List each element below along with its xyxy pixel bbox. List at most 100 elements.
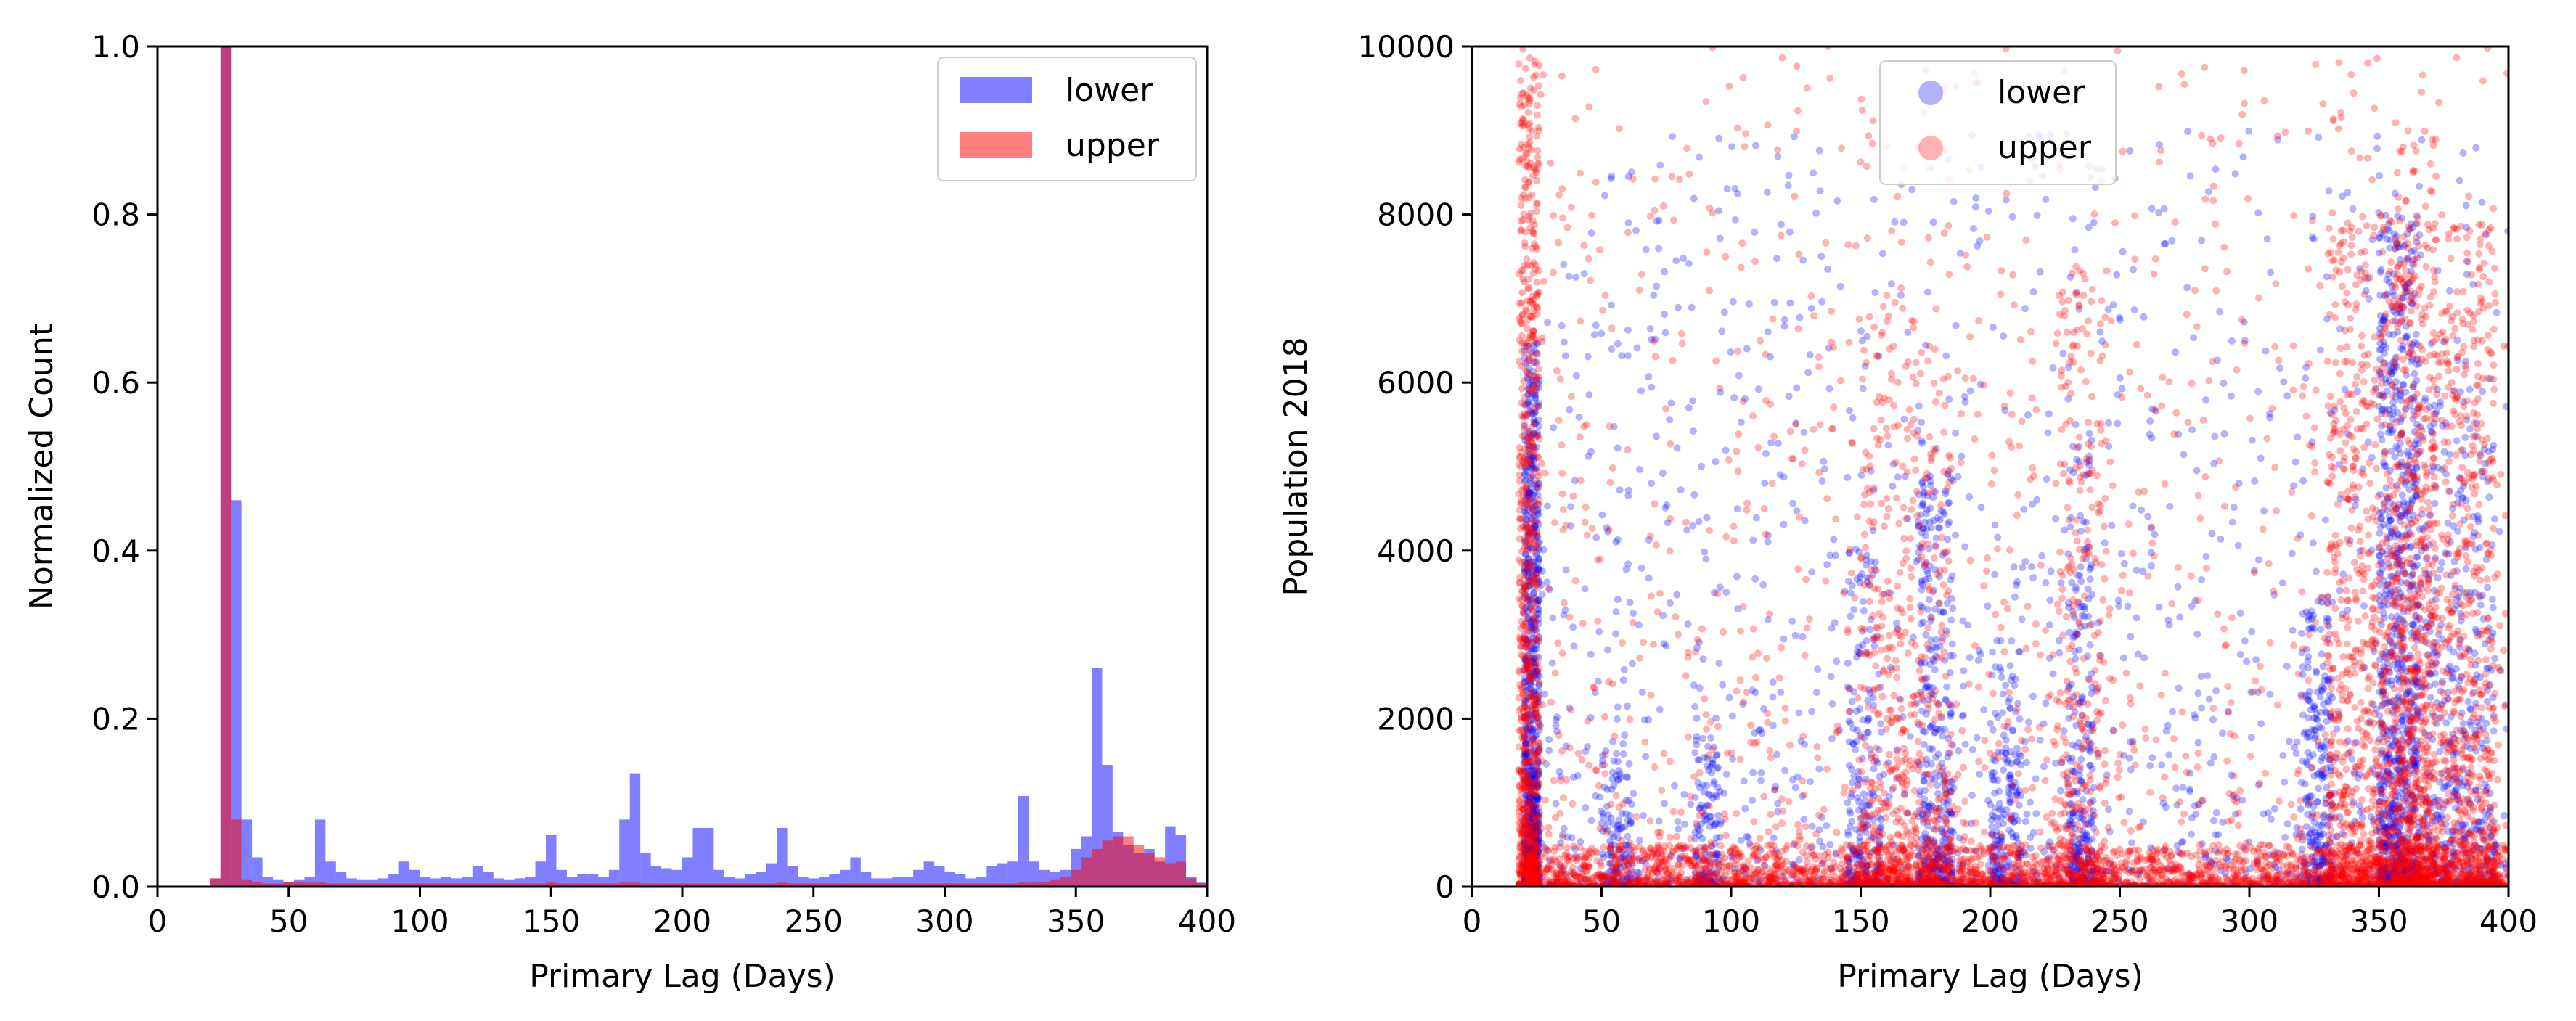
scatter-point-lower [1815, 765, 1823, 773]
scatter-point-lower [2493, 308, 2501, 316]
scatter-point-lower [1793, 507, 1801, 515]
histogram-x-axis-label: Primary Lag (Days) [529, 958, 835, 995]
scatter-point-lower [1532, 549, 1540, 557]
scatter-point-lower [1683, 526, 1691, 534]
scatter-point-lower [1529, 491, 1537, 499]
scatter-point-lower [1534, 480, 1542, 488]
histogram-bar-lower [377, 878, 389, 887]
scatter-point-lower [1575, 413, 1583, 421]
scatter-point-lower [1703, 514, 1711, 522]
scatter-point-lower [1525, 493, 1533, 501]
scatter-point-lower [1530, 792, 1538, 800]
scatter-point-lower [2257, 454, 2265, 462]
scatter-point-lower [2008, 829, 2016, 837]
scatter-point-lower [2212, 808, 2220, 816]
scatter-point-lower [2283, 820, 2291, 828]
scatter-point-lower [1526, 797, 1534, 805]
scatter-point-lower [1812, 209, 1820, 217]
histogram-bar-upper [798, 883, 809, 887]
scatter-point-lower [2336, 586, 2344, 594]
scatter-point-lower [1582, 747, 1590, 755]
scatter-point-lower [2105, 419, 2113, 427]
scatter-point-lower [1531, 522, 1539, 530]
histogram-bar-upper [976, 883, 987, 887]
scatter-point-lower [1777, 688, 1785, 696]
scatter-point-lower [1833, 197, 1841, 205]
scatter-point-lower [1973, 734, 1981, 742]
scatter-point-lower [1917, 620, 1925, 628]
scatter-point-lower [2032, 810, 2040, 818]
scatter-point-lower [1918, 586, 1926, 594]
histogram-x-ticks: 0 50 100 150 200 250 300 350 400 [148, 887, 1236, 939]
scatter-point-lower [2276, 364, 2284, 372]
scatter-point-lower [1527, 823, 1535, 831]
scatter-point-lower [1538, 591, 1546, 599]
scatter-point-lower [2105, 805, 2112, 813]
scatter-point-lower [1529, 880, 1537, 887]
scatter-point-lower [1931, 753, 1939, 761]
scatter-point-lower [1859, 385, 1867, 393]
scatter-point-lower [1921, 787, 1929, 795]
scatter-point-lower [2005, 695, 2013, 703]
histogram-bar-lower [346, 878, 357, 887]
scatter-point-lower [2071, 246, 2079, 254]
histogram-bar-upper [388, 883, 399, 887]
scatter-point-lower [1648, 383, 1656, 391]
scatter-point-lower [1624, 352, 1632, 360]
scatter-point-lower [1780, 322, 1788, 330]
scatter-point-lower [2042, 195, 2050, 203]
scatter-point-lower [2002, 736, 2010, 744]
scatter-point-lower [1815, 147, 1823, 155]
scatter-point-lower [1624, 486, 1632, 494]
scatter-point-lower [1813, 689, 1820, 697]
histogram-bar-lower [787, 866, 798, 887]
histogram-bar-lower [252, 857, 263, 887]
scatter-point-lower [2220, 380, 2228, 388]
scatter-point-lower [1791, 784, 1799, 792]
histogram-bar-upper [420, 883, 430, 887]
scatter-point-lower [1762, 450, 1770, 457]
scatter-point-lower [1567, 503, 1575, 511]
scatter-point-lower [1595, 628, 1603, 636]
scatter-point-lower [1628, 660, 1636, 668]
histogram-bar-upper [1154, 857, 1166, 887]
scatter-point-lower [1653, 282, 1661, 290]
histogram-bar-upper [304, 882, 315, 887]
scatter-point-lower [2160, 205, 2168, 213]
scatter-point-lower [1584, 353, 1592, 361]
histogram-bar-upper [650, 883, 662, 887]
scatter-point-lower [1800, 816, 1808, 824]
scatter-point-lower [2038, 551, 2046, 559]
scatter-point-lower [1532, 626, 1540, 633]
histogram-bar-lower [556, 869, 567, 887]
histogram-bar-upper [346, 883, 357, 887]
scatter-point-lower [2186, 172, 2194, 180]
scatter-point-lower [2205, 695, 2213, 703]
scatter-point-lower [2299, 758, 2307, 766]
histogram-bar-lower [483, 872, 494, 887]
scatter-point-lower [1691, 749, 1699, 757]
scatter-point-lower [1521, 347, 1529, 355]
scatter-point-lower [1707, 734, 1714, 742]
scatter-point-lower [1968, 746, 1976, 753]
scatter-point-lower [2002, 681, 2009, 689]
scatter-point-lower [1624, 832, 1632, 840]
scatter-point-lower [1934, 514, 1942, 522]
histogram-bar-upper [598, 883, 609, 887]
scatter-point-lower [1994, 533, 2002, 541]
scatter-point-lower [2207, 759, 2215, 767]
histogram-bar-lower [1091, 668, 1103, 887]
scatter-point-lower [1526, 810, 1534, 818]
histogram-y-tick-label: 1.0 [91, 29, 140, 65]
scatter-point-lower [1529, 840, 1537, 848]
scatter-point-lower [1827, 673, 1835, 681]
scatter-point-lower [1948, 640, 1956, 648]
scatter-point-lower [1637, 387, 1645, 395]
scatter-point-lower [1923, 506, 1931, 514]
scatter-point-lower [1592, 321, 1600, 329]
scatter-point-lower [2204, 188, 2212, 196]
scatter-point-lower [1521, 858, 1529, 866]
scatter-point-lower [1572, 273, 1579, 281]
scatter-point-lower [1680, 255, 1688, 262]
